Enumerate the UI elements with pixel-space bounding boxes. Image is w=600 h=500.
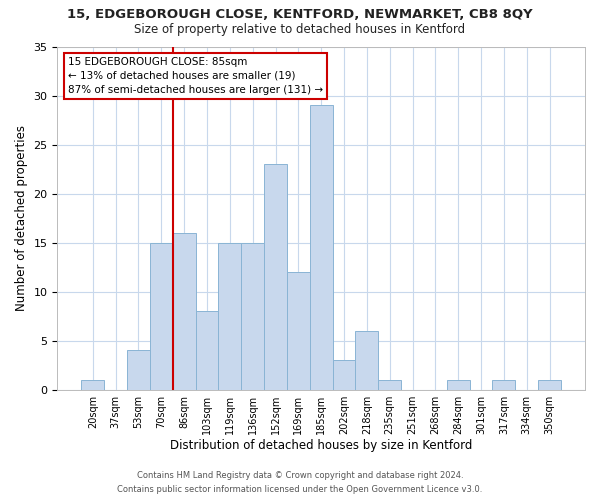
Bar <box>355 331 379 390</box>
Bar <box>310 106 332 390</box>
Bar <box>264 164 287 390</box>
Bar <box>196 312 218 390</box>
Y-axis label: Number of detached properties: Number of detached properties <box>15 125 28 311</box>
Bar <box>127 350 150 390</box>
Bar <box>538 380 561 390</box>
Bar <box>173 233 196 390</box>
Bar <box>287 272 310 390</box>
Text: 15, EDGEBOROUGH CLOSE, KENTFORD, NEWMARKET, CB8 8QY: 15, EDGEBOROUGH CLOSE, KENTFORD, NEWMARK… <box>67 8 533 20</box>
Text: 15 EDGEBOROUGH CLOSE: 85sqm
← 13% of detached houses are smaller (19)
87% of sem: 15 EDGEBOROUGH CLOSE: 85sqm ← 13% of det… <box>68 57 323 95</box>
Bar <box>241 242 264 390</box>
Text: Size of property relative to detached houses in Kentford: Size of property relative to detached ho… <box>134 22 466 36</box>
Bar <box>150 242 173 390</box>
Bar <box>332 360 355 390</box>
Bar <box>82 380 104 390</box>
X-axis label: Distribution of detached houses by size in Kentford: Distribution of detached houses by size … <box>170 440 472 452</box>
Bar <box>493 380 515 390</box>
Bar <box>218 242 241 390</box>
Bar <box>379 380 401 390</box>
Bar <box>447 380 470 390</box>
Text: Contains HM Land Registry data © Crown copyright and database right 2024.
Contai: Contains HM Land Registry data © Crown c… <box>118 472 482 494</box>
